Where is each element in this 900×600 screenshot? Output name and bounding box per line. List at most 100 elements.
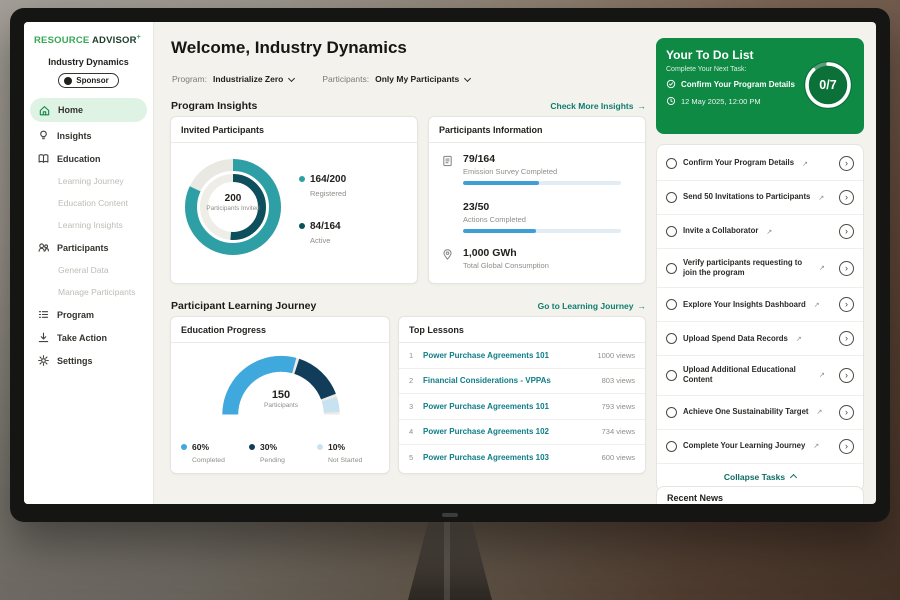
sidebar-item-learning-insights[interactable]: Learning Insights [24, 214, 153, 236]
lesson-link[interactable]: Power Purchase Agreements 103 [423, 453, 549, 463]
chevron-right-icon[interactable]: › [839, 297, 854, 313]
donut-ring-active [200, 174, 266, 240]
sidebar-item-label: Program [57, 309, 95, 320]
legend-dot-not-started [317, 444, 323, 450]
task-checkbox[interactable] [666, 226, 677, 237]
task-row[interactable]: Upload Additional Educational Content ↗ … [657, 356, 863, 396]
legend-value: 10% [328, 442, 346, 452]
task-checkbox[interactable] [666, 369, 677, 381]
sidebar-item-manage-participants[interactable]: Manage Participants [24, 281, 153, 303]
lesson-link[interactable]: Power Purchase Agreements 102 [423, 427, 549, 437]
external-link-icon: ↗ [813, 443, 820, 450]
todo-due-label: 12 May 2025, 12:00 PM [681, 96, 761, 106]
lesson-rank: 2 [409, 376, 414, 386]
donut-center-value: 200 [224, 193, 242, 204]
sidebar-item-label: Insights [57, 130, 92, 141]
sidebar-item-education[interactable]: Education [24, 147, 153, 170]
card-title: Education Progress [171, 317, 389, 343]
clock-icon [666, 96, 676, 106]
sidebar-item-label: Settings [57, 355, 93, 366]
gauge-center-value: 150 [271, 389, 291, 401]
sponsor-badge[interactable]: Sponsor [58, 73, 119, 89]
program-insights-header: Program Insights Check More Insights → [171, 100, 646, 112]
chevron-right-icon[interactable]: › [839, 367, 854, 383]
legend-value: 30% [260, 442, 278, 452]
sidebar-item-take-action[interactable]: Take Action [24, 326, 153, 349]
todo-next-task[interactable]: Confirm Your Program Details [666, 79, 796, 89]
sidebar-item-learning-journey[interactable]: Learning Journey [24, 170, 153, 192]
task-row[interactable]: Achieve One Sustainability Target ↗ › [657, 396, 863, 430]
progress-fill-0 [463, 181, 539, 185]
participants-dropdown-value: Only My Participants [375, 74, 460, 84]
gauge-seg-1 [222, 355, 340, 415]
task-row[interactable]: Invite a Collaborator ↗ › [657, 215, 863, 249]
task-row[interactable]: Send 50 Invitations to Participants ↗ › [657, 181, 863, 215]
task-checkbox[interactable] [666, 333, 677, 345]
right-panel: Your To Do List Complete Your Next Task:… [656, 22, 864, 504]
sidebar-item-general-data[interactable]: General Data [24, 259, 153, 281]
chevron-right-icon[interactable]: › [839, 438, 854, 454]
chevron-right-icon[interactable]: › [839, 260, 854, 276]
sidebar-item-settings[interactable]: Settings [24, 349, 153, 372]
download-icon [37, 331, 50, 344]
sidebar-item-label: Home [58, 105, 84, 116]
lesson-row[interactable]: 5 Power Purchase Agreements 103 600 view… [399, 445, 645, 471]
lesson-row[interactable]: 3 Power Purchase Agreements 101 793 view… [399, 394, 645, 420]
lesson-rank: 5 [409, 453, 414, 463]
lesson-link[interactable]: Power Purchase Agreements 101 [423, 401, 549, 411]
chevron-right-icon[interactable]: › [839, 156, 854, 171]
monitor: RESOURCE ADVISOR+ Industry Dynamics Spon… [10, 8, 890, 522]
sidebar-item-home[interactable]: Home [30, 98, 147, 123]
collapse-tasks-button[interactable]: Collapse Tasks [657, 464, 863, 489]
go-to-learning-journey-link[interactable]: Go to Learning Journey → [538, 301, 646, 311]
participants-filter: Participants: Only My Participants [322, 74, 472, 84]
lesson-row[interactable]: 4 Power Purchase Agreements 102 734 view… [399, 420, 645, 445]
program-dropdown[interactable]: Industrialize Zero [213, 74, 296, 84]
sidebar-item-education-content[interactable]: Education Content [24, 192, 153, 214]
task-checkbox[interactable] [666, 262, 677, 274]
chevron-right-icon[interactable]: › [839, 224, 854, 239]
sidebar-item-program[interactable]: Program [24, 303, 153, 326]
chevron-right-icon[interactable]: › [839, 404, 854, 420]
external-link-icon: ↗ [819, 265, 825, 273]
sidebar-item-insights[interactable]: Insights [24, 124, 153, 147]
task-row[interactable]: Verify participants requesting to join t… [657, 249, 863, 289]
check-more-insights-link[interactable]: Check More Insights → [550, 101, 646, 111]
task-row[interactable]: Confirm Your Program Details ↗ › [657, 147, 863, 181]
task-row[interactable]: Complete Your Learning Journey ↗ › [657, 430, 863, 464]
program-filter-label: Program: [172, 74, 207, 84]
lesson-link[interactable]: Power Purchase Agreements 101 [423, 350, 549, 360]
donut-center-label: 200 Participants Invited [201, 193, 265, 213]
top-lessons-card: Top Lessons 1 Power Purchase Agreements … [398, 316, 646, 474]
legend-item-completed: 60% Completed [181, 437, 249, 464]
participants-dropdown[interactable]: Only My Participants [375, 74, 472, 84]
lesson-row[interactable]: 1 Power Purchase Agreements 101 1000 vie… [399, 343, 645, 369]
task-checkbox[interactable] [666, 158, 677, 169]
home-icon [38, 104, 51, 117]
task-checkbox[interactable] [666, 299, 677, 311]
monitor-stand-highlight [444, 522, 450, 600]
info-label: Total Global Consumption [463, 261, 549, 270]
chevron-right-icon[interactable]: › [839, 190, 854, 205]
external-link-icon: ↗ [818, 194, 825, 202]
legend-label: Registered [310, 189, 347, 198]
info-value: 23/50 [463, 201, 490, 213]
lesson-link[interactable]: Financial Considerations - VPPAs [423, 376, 551, 386]
invited-donut-chart: 200 Participants Invited [179, 153, 287, 261]
legend-item-not-started: 10% Not Started [317, 437, 385, 464]
section-title: Participant Learning Journey [171, 300, 317, 312]
program-filter: Program: Industrialize Zero [172, 74, 296, 84]
task-checkbox[interactable] [666, 192, 677, 203]
task-checkbox[interactable] [666, 440, 677, 452]
task-label: Achieve One Sustainability Target [683, 406, 809, 416]
lesson-row[interactable]: 2 Financial Considerations - VPPAs 803 v… [399, 369, 645, 394]
recent-news-header[interactable]: Recent News [656, 486, 864, 504]
monitor-logo [442, 513, 458, 517]
task-checkbox[interactable] [666, 406, 677, 418]
task-label: Upload Spend Data Records [683, 333, 788, 343]
chevron-right-icon[interactable]: › [839, 331, 854, 347]
sidebar-item-participants[interactable]: Participants [24, 236, 153, 259]
task-row[interactable]: Explore Your Insights Dashboard ↗ › [657, 288, 863, 323]
task-row[interactable]: Upload Spend Data Records ↗ › [657, 322, 863, 357]
